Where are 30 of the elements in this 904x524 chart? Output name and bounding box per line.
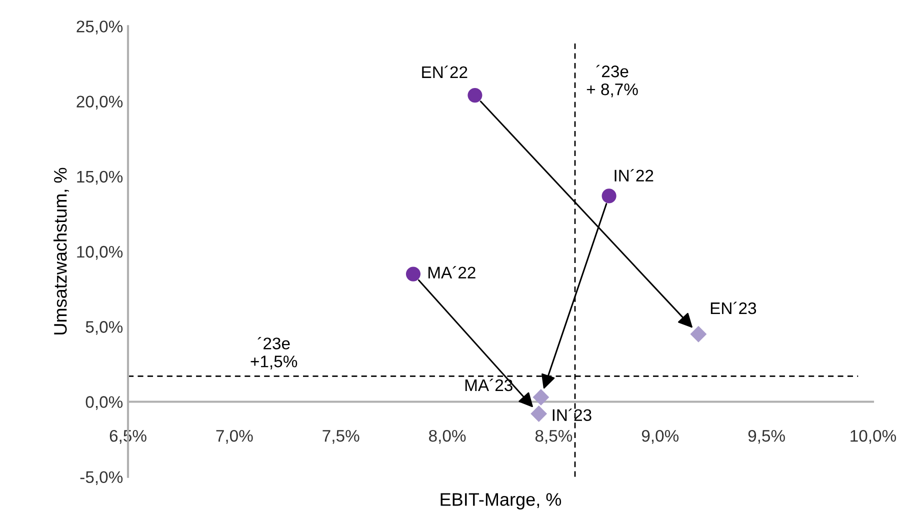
point [602,188,616,204]
y-tick-label: -5,0% [80,471,123,486]
y-tick-label: 15,0% [77,170,123,185]
x-tick-label: 9,5% [748,430,785,444]
annotation: IN´22 [614,169,654,182]
x-tick-label: 8,5% [535,430,572,444]
y-tick-label: 10,0% [77,246,123,260]
x-axis-title: EBIT-Marge, % [440,493,562,510]
ref-line-label: ´23e + 8,7% [586,64,638,98]
y-tick-label: 0,0% [86,396,123,410]
annotation: MA´23 [465,378,512,392]
point [690,326,707,342]
x-tick-label: 9,0% [642,430,679,444]
x-tick-label: 7,5% [322,430,360,444]
y-tick-label: 5,0% [86,321,123,335]
point [532,389,550,406]
point [530,406,548,422]
x-tick-label: 7,0% [216,430,253,444]
x-tick-label: 8,0% [429,430,466,444]
y-tick-label: 20,0% [76,96,123,110]
ref-line-label: ´23e +1,5% [250,336,298,370]
annotation: EN´23 [710,302,756,314]
x-tick-label: 10,0% [850,430,896,444]
annotation: IN´23 [552,408,592,421]
point [468,88,482,103]
annotation: MA´22 [428,266,476,278]
y-axis-title: Umsatzwachstum, % [54,168,69,334]
point [406,266,421,282]
annotation: EN´22 [422,66,468,78]
y-tick-label: 25,0% [76,20,123,34]
